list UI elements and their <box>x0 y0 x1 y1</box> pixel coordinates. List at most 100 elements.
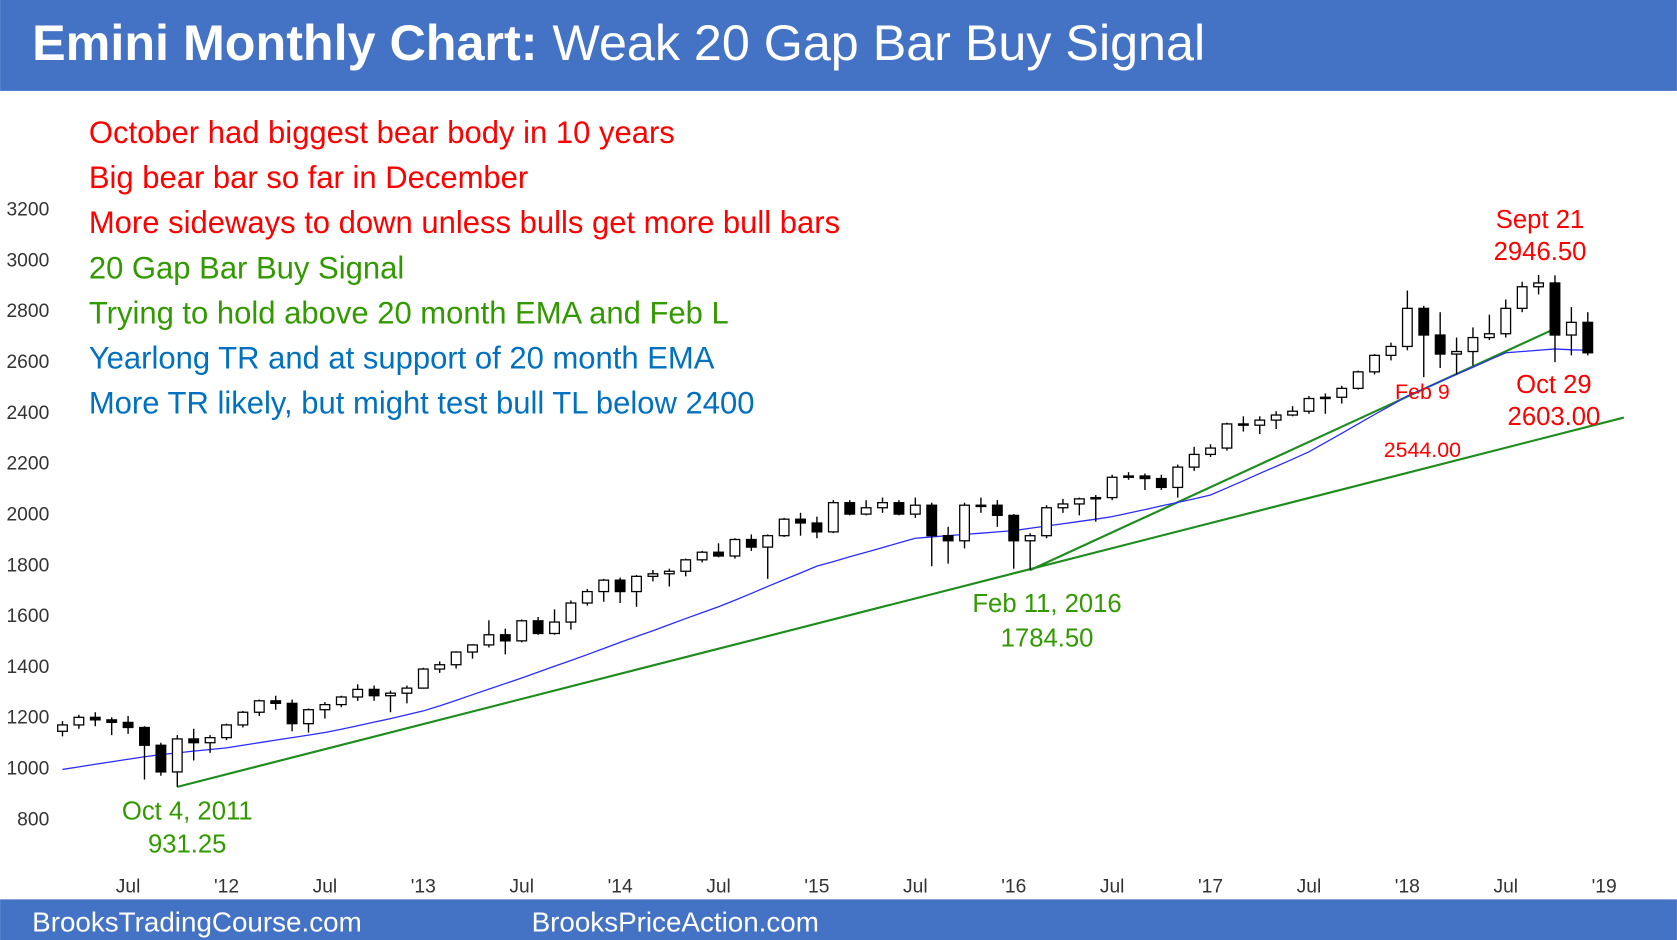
x-tick-label: '12 <box>214 877 239 898</box>
candle-body <box>1385 345 1397 356</box>
candle-body <box>1369 354 1381 373</box>
candle-body <box>303 709 314 725</box>
candle-body <box>1254 419 1266 426</box>
candle-body <box>1352 371 1364 390</box>
candle-body <box>893 502 905 515</box>
candle-body <box>1106 476 1118 499</box>
candle-body <box>1205 447 1217 456</box>
candle-body <box>827 502 839 533</box>
candle-body <box>1418 307 1430 336</box>
x-tick-label: Jul <box>706 877 731 898</box>
candle-body <box>1434 334 1446 355</box>
candle-body <box>565 602 577 623</box>
x-tick-label: Jul <box>903 877 928 898</box>
candle-body <box>680 559 692 572</box>
candle-body <box>795 518 806 524</box>
candle-body <box>1303 397 1315 412</box>
y-tick-label: 2600 <box>6 352 49 373</box>
annotation-text: Oct 4, 2011 <box>122 798 253 826</box>
x-tick-label: '15 <box>804 877 829 898</box>
annotation-text: 2544.00 <box>1384 438 1461 462</box>
footer-text: BrooksPriceAction.com <box>532 906 819 937</box>
header-bar <box>0 0 1677 91</box>
y-tick-label: 1000 <box>6 758 49 779</box>
candle-body <box>581 590 593 604</box>
y-tick-label: 3000 <box>6 250 49 271</box>
annotation-text: Sept 21 <box>1496 206 1584 234</box>
candle-body <box>844 502 856 515</box>
candle-body <box>729 538 741 557</box>
candle-body <box>352 688 364 698</box>
candle-body <box>1319 396 1331 400</box>
candle-body <box>319 703 331 711</box>
candle-body <box>762 535 774 548</box>
candle-body <box>483 634 495 646</box>
candle-body <box>909 504 921 515</box>
y-tick-label: 2200 <box>6 454 49 475</box>
candle-body <box>401 687 413 694</box>
candle-body <box>614 579 626 593</box>
x-tick-label: '19 <box>1592 877 1617 898</box>
chart-title: Emini Monthly Chart: Weak 20 Gap Bar Buy … <box>32 15 1205 71</box>
candle-body <box>860 507 872 515</box>
candle-body <box>434 664 446 670</box>
candle-body <box>106 719 118 724</box>
x-tick-label: '13 <box>411 877 436 898</box>
candle-body <box>1057 503 1069 509</box>
candle-body <box>696 551 708 561</box>
candle-body <box>450 651 462 666</box>
candle-body <box>549 621 560 635</box>
candle-body <box>188 738 200 744</box>
note-text: More TR likely, but might test bull TL b… <box>89 386 755 421</box>
candle-body <box>1155 477 1167 489</box>
x-tick-label: '16 <box>1001 877 1026 898</box>
footer-text: BrooksTradingCourse.com <box>32 906 362 937</box>
candle-body <box>1500 307 1512 335</box>
annotation-text: 931.25 <box>148 831 226 859</box>
candle-body <box>368 688 380 697</box>
annotation-text: Feb 11, 2016 <box>972 590 1121 618</box>
candle-body <box>1336 387 1348 398</box>
y-tick-label: 2800 <box>6 301 49 322</box>
annotation-text: 1784.50 <box>1001 624 1094 652</box>
candle-body <box>713 551 724 557</box>
candle-body <box>73 716 85 726</box>
x-tick-label: '17 <box>1198 877 1223 898</box>
ema-line <box>62 348 1588 771</box>
candle-body <box>1221 423 1233 449</box>
candle-body <box>253 700 265 713</box>
candle-body <box>467 644 478 653</box>
candle-body <box>877 502 888 509</box>
candle-body <box>1549 282 1561 336</box>
candle-body <box>89 716 101 721</box>
candle-body <box>516 620 528 642</box>
candle-body <box>1270 414 1282 421</box>
candle-body <box>204 736 216 744</box>
x-tick-label: '18 <box>1395 877 1420 898</box>
note-text: More sideways to down unless bulls get m… <box>89 205 840 240</box>
footer-bar <box>0 899 1677 940</box>
candle-body <box>1516 286 1528 309</box>
y-tick-label: 2400 <box>6 403 49 424</box>
candle-body <box>335 696 347 706</box>
candle-body <box>1024 535 1036 542</box>
trend-line <box>177 416 1625 788</box>
trend-line <box>1029 327 1556 572</box>
candle-body <box>385 692 396 697</box>
candle-body <box>155 744 167 773</box>
x-tick-label: Jul <box>1100 877 1125 898</box>
x-tick-label: '14 <box>608 877 633 898</box>
y-tick-label: 1600 <box>6 606 49 627</box>
x-tick-label: Jul <box>1493 877 1518 898</box>
candle-body <box>417 668 429 689</box>
candle-body <box>663 570 675 575</box>
candle-body <box>139 726 150 746</box>
note-text: Trying to hold above 20 month EMA and Fe… <box>89 295 729 330</box>
candle-body <box>1287 410 1299 416</box>
candle-body <box>811 522 823 533</box>
candle-body <box>598 579 610 593</box>
candle-body <box>1582 321 1594 354</box>
candle-body <box>1090 496 1102 500</box>
x-tick-label: Jul <box>509 877 534 898</box>
candle-body <box>975 504 987 508</box>
